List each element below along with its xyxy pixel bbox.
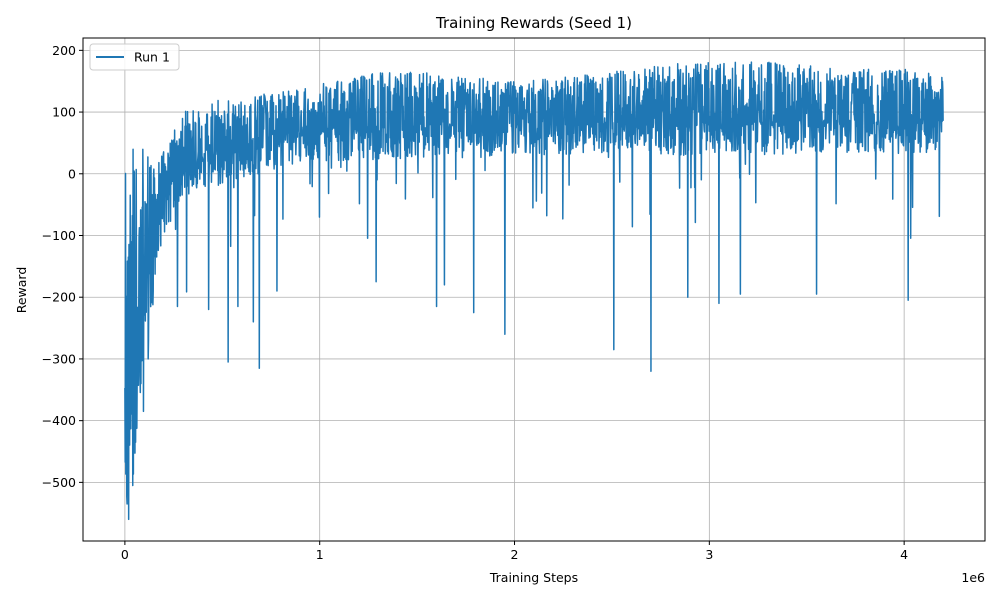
plot-frame xyxy=(82,37,986,542)
x-tick-label: 1 xyxy=(316,547,324,562)
y-tick-label: −300 xyxy=(42,351,76,366)
chart-title: Training Rewards (Seed 1) xyxy=(435,14,632,32)
x-tick-label: 2 xyxy=(511,547,519,562)
y-axis-label: Reward xyxy=(14,267,29,314)
series-line-run-1 xyxy=(124,61,944,521)
y-tick-label: −400 xyxy=(42,413,76,428)
legend: Run 1 xyxy=(89,43,180,71)
grid-lines xyxy=(83,38,985,541)
x-axis-ticks: 0 1 2 3 4 xyxy=(121,541,908,562)
series-layer xyxy=(124,61,944,521)
legend-label-run-1: Run 1 xyxy=(134,50,170,65)
x-tick-label: 3 xyxy=(705,547,713,562)
y-tick-label: −200 xyxy=(42,290,76,305)
y-tick-label: 200 xyxy=(52,43,76,58)
y-tick-label: 100 xyxy=(52,105,76,120)
x-tick-label: 0 xyxy=(121,547,129,562)
y-tick-label: 0 xyxy=(68,166,76,181)
x-offset-label: 1e6 xyxy=(961,570,985,585)
y-axis-ticks: −500 −400 −300 −200 −100 0 100 200 xyxy=(42,43,83,490)
y-tick-label: −100 xyxy=(42,228,76,243)
legend-box xyxy=(89,43,180,71)
y-tick-label: −500 xyxy=(42,475,76,490)
x-tick-label: 4 xyxy=(900,547,908,562)
x-axis-label: Training Steps xyxy=(489,570,578,585)
